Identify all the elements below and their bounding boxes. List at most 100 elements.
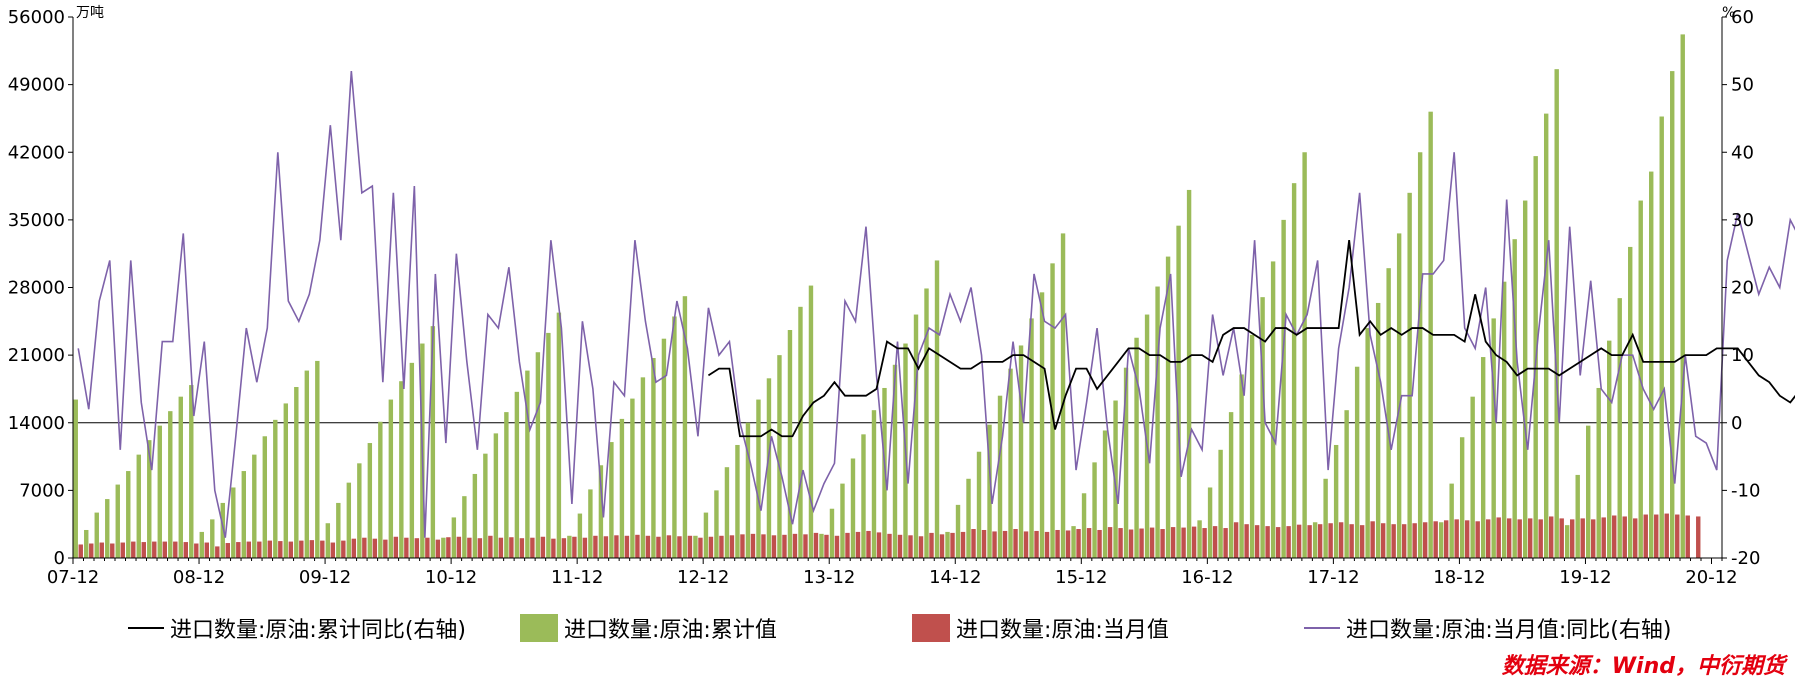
monthly-bar xyxy=(498,537,504,558)
cumulative-bar xyxy=(1680,34,1685,558)
monthly-bar xyxy=(792,533,798,558)
monthly-bar xyxy=(278,541,283,558)
cumulative-bar xyxy=(294,387,299,558)
cumulative-bar xyxy=(661,338,667,558)
cumulative-yoy-line xyxy=(707,240,1795,438)
monthly-bar xyxy=(698,537,703,558)
monthly-bar xyxy=(677,536,682,558)
monthly-bar xyxy=(1580,518,1585,558)
cumulative-bar xyxy=(231,487,236,558)
monthly-bar xyxy=(530,537,535,558)
monthly-bar xyxy=(729,535,735,558)
legend-swatch xyxy=(912,614,950,642)
cumulative-bar xyxy=(315,360,320,558)
cumulative-bar xyxy=(1144,314,1150,558)
cumulative-bar xyxy=(1354,366,1360,558)
cumulative-bar xyxy=(1018,345,1024,558)
cumulative-bar xyxy=(1302,152,1307,558)
cumulative-bar xyxy=(966,478,971,558)
cumulative-bar xyxy=(640,377,646,558)
monthly-bar xyxy=(1664,513,1669,558)
monthly-bar xyxy=(1118,528,1123,558)
cumulative-bar xyxy=(462,496,467,558)
cumulative-bar xyxy=(1617,298,1622,558)
x-tick-label: 09-12 xyxy=(299,567,351,588)
monthly-bar xyxy=(246,541,252,558)
monthly-bar xyxy=(110,543,115,558)
cumulative-bar xyxy=(1123,367,1129,558)
cumulative-bar xyxy=(1312,522,1318,558)
left-tick-label: 35000 xyxy=(8,210,65,231)
monthly-bar xyxy=(708,536,714,558)
cumulative-bar xyxy=(178,396,183,558)
monthly-bar xyxy=(383,539,388,558)
monthly-bar xyxy=(572,536,577,558)
monthly-bar xyxy=(257,541,262,558)
left-tick-label: 42000 xyxy=(8,142,65,163)
monthly-bar xyxy=(1254,525,1260,558)
monthly-bar xyxy=(1538,519,1543,558)
monthly-bar xyxy=(1149,527,1155,558)
cumulative-bar xyxy=(1197,520,1202,558)
cumulative-bar xyxy=(955,504,961,558)
left-tick-label: 56000 xyxy=(8,7,65,28)
monthly-bar xyxy=(1391,524,1396,558)
x-tick-label: 16-12 xyxy=(1181,567,1233,588)
monthly-bar xyxy=(740,534,745,558)
cumulative-bar xyxy=(147,440,152,558)
cumulative-bar xyxy=(84,529,89,558)
cumulative-bar xyxy=(483,453,488,558)
cumulative-bar xyxy=(1449,483,1454,558)
chart: 0 7000 14000 21000 28000 35000 42000 49000 56000… xyxy=(8,5,1795,588)
cumulative-bar xyxy=(1134,337,1139,558)
cumulative-bar xyxy=(1554,69,1559,559)
cumulative-bar xyxy=(1344,410,1349,558)
monthly-bar xyxy=(456,536,462,558)
cumulative-bar xyxy=(1375,302,1381,558)
cumulative-bar xyxy=(273,419,278,558)
monthly-bar xyxy=(687,535,693,558)
cumulative-bar xyxy=(808,285,814,558)
monthly-bar xyxy=(908,535,913,558)
right-tick-label: 60 xyxy=(1731,7,1754,28)
cumulative-bar xyxy=(1092,462,1097,558)
monthly-bar xyxy=(719,535,724,558)
cumulative-bar xyxy=(388,399,394,558)
cumulative-bar xyxy=(1670,71,1675,558)
monthly-bar xyxy=(393,536,399,558)
right-tick-label: -10 xyxy=(1731,480,1760,501)
cumulative-bar xyxy=(241,471,246,558)
cumulative-bar xyxy=(1039,292,1045,558)
monthly-bar xyxy=(1496,517,1501,558)
x-tick-label: 10-12 xyxy=(425,567,477,588)
cumulative-bar xyxy=(1501,281,1507,558)
cumulative-bar xyxy=(609,442,614,558)
cumulative-bar xyxy=(441,537,446,558)
monthly-bar xyxy=(435,539,441,558)
cumulative-bar xyxy=(210,519,215,558)
cumulative-bar xyxy=(157,425,162,558)
cumulative-bar xyxy=(283,403,289,558)
monthly-bar xyxy=(225,543,231,558)
monthly-bar xyxy=(446,537,451,558)
left-tick-label: 49000 xyxy=(8,75,65,96)
cumulative-bar xyxy=(1543,113,1549,559)
cumulative-bar xyxy=(1522,200,1528,559)
monthly-bar xyxy=(1591,519,1596,558)
cumulative-bar xyxy=(357,463,362,558)
legend-item-monthly: 进口数量:原油:当月值 xyxy=(912,608,1169,648)
cumulative-bar xyxy=(1459,437,1465,558)
cumulative-bar xyxy=(724,467,730,558)
cumulative-bar xyxy=(1607,340,1612,558)
monthly-bar xyxy=(288,541,294,558)
monthly-bar xyxy=(509,537,514,558)
monthly-bar xyxy=(561,538,567,558)
monthly-bar xyxy=(950,532,955,558)
monthly-bar xyxy=(131,541,136,558)
cumulative-bar xyxy=(1365,328,1370,558)
x-tick-label: 19-12 xyxy=(1559,567,1611,588)
legend-item-cumulative-yoy: 进口数量:原油:累计同比(右轴) xyxy=(128,608,466,648)
legend-swatch xyxy=(128,627,164,629)
cumulative-bar xyxy=(1470,396,1475,558)
monthly-bar xyxy=(1359,525,1365,558)
